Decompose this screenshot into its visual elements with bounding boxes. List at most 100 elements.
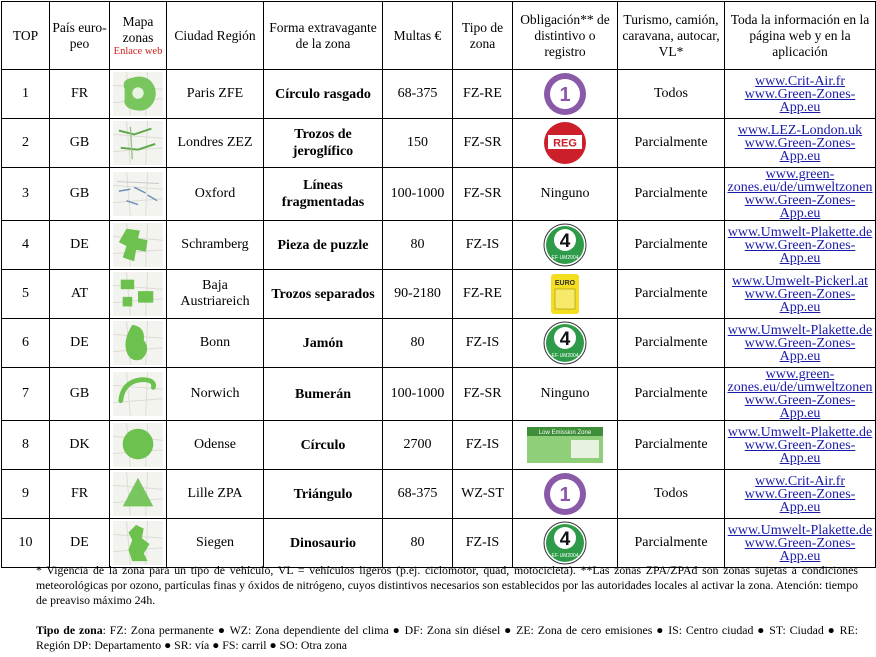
- zone-map-thumbnail[interactable]: [111, 423, 166, 467]
- map-cell[interactable]: [109, 518, 167, 568]
- zone-type-legend: Tipo de zona: FZ: Zona permanente ● WZ: …: [36, 623, 858, 653]
- badge-none: Ninguno: [540, 386, 590, 401]
- info-link-app[interactable]: www.Green-Zones-App.eu: [744, 437, 856, 466]
- info-cell: www.green-zones.eu/de/umweltzonen www.Gre…: [724, 367, 876, 421]
- info-link-app[interactable]: www.Green-Zones-App.eu: [744, 286, 856, 315]
- vehicles: Parcialmente: [617, 420, 725, 470]
- zone-map-thumbnail[interactable]: [111, 321, 166, 365]
- plakette-badge-icon: 4 EF·UM2004: [514, 321, 617, 365]
- zone-type: FZ-SR: [452, 167, 513, 221]
- info-link-app[interactable]: www.Green-Zones-App.eu: [744, 393, 856, 421]
- zone-map-thumbnail[interactable]: [111, 72, 166, 116]
- map-cell[interactable]: [109, 220, 167, 270]
- critair-badge-icon: 1: [514, 472, 617, 516]
- badge-cell: 4 EF·UM2004: [512, 220, 618, 270]
- zone-map-thumbnail[interactable]: [111, 172, 166, 216]
- critair-number: 1: [559, 484, 570, 506]
- vehicles: Parcialmente: [617, 269, 725, 319]
- fines: 100-1000: [382, 367, 453, 421]
- map-cell[interactable]: [109, 318, 167, 368]
- plakette-number: 4: [560, 329, 571, 350]
- table-row: 3 GB Oxford Líneas fragmentadas 100-1000 FZ-S…: [1, 167, 876, 221]
- zone-map-thumbnail[interactable]: [111, 521, 166, 565]
- badge-cell: 4 EF·UM2004: [512, 318, 618, 368]
- country: DK: [49, 420, 110, 470]
- info-link-app[interactable]: www.Green-Zones-App.eu: [744, 135, 856, 164]
- map-cell[interactable]: [109, 167, 167, 221]
- info-link-primary[interactable]: www.Umwelt-Plakette.de: [727, 224, 873, 240]
- city: Paris ZFE: [166, 69, 264, 119]
- dk-badge-icon: Low Emission Zone: [514, 423, 617, 467]
- city: Siegen: [166, 518, 264, 568]
- vehicles: Parcialmente: [617, 167, 725, 221]
- zone-map-thumbnail[interactable]: [111, 121, 166, 165]
- zone-map-thumbnail[interactable]: [111, 472, 166, 516]
- info-link-primary[interactable]: www.green-zones.eu/de/umweltzonen: [727, 167, 873, 195]
- header-info: Toda la información en la página web y e…: [724, 1, 876, 70]
- header-map-link[interactable]: Enlace web: [113, 45, 163, 57]
- info-cell: www.Umwelt-Plakette.de www.Green-Zones-Ap…: [724, 220, 876, 270]
- country: FR: [49, 469, 110, 519]
- info-cell: www.Umwelt-Plakette.de www.Green-Zones-Ap…: [724, 518, 876, 568]
- zone-map-thumbnail[interactable]: [111, 272, 166, 316]
- map-cell[interactable]: [109, 420, 167, 470]
- info-link-app[interactable]: www.Green-Zones-App.eu: [744, 237, 856, 266]
- plakette-number: 4: [560, 529, 571, 550]
- header-fines: Multas €: [382, 1, 453, 70]
- vehicles: Parcialmente: [617, 518, 725, 568]
- info-link-app[interactable]: www.Green-Zones-App.eu: [744, 193, 856, 221]
- fines: 80: [382, 318, 453, 368]
- legend-text: : FZ: Zona permanente ● WZ: Zona dependi…: [36, 623, 858, 652]
- info-link-primary[interactable]: www.Umwelt-Plakette.de: [727, 522, 873, 538]
- map-cell[interactable]: [109, 469, 167, 519]
- info-link-primary[interactable]: www.Umwelt-Plakette.de: [727, 424, 873, 440]
- vehicles: Parcialmente: [617, 220, 725, 270]
- plakette-badge-icon: 4 EF·UM2004: [514, 521, 617, 565]
- zone-type: FZ-IS: [452, 420, 513, 470]
- map-cell[interactable]: [109, 69, 167, 119]
- badge-cell: 1: [512, 469, 618, 519]
- info-link-primary[interactable]: www.Crit-Air.fr: [754, 73, 846, 89]
- header-map-label: Mapa zonas: [122, 13, 154, 45]
- info-link-primary[interactable]: www.Umwelt-Plakette.de: [727, 322, 873, 338]
- info-link-app[interactable]: www.Green-Zones-App.eu: [744, 335, 856, 364]
- table-row: 1 FR Paris ZFE Círculo rasgado 68-375 FZ-RE 1 T…: [1, 69, 876, 119]
- info-link-primary[interactable]: www.LEZ-London.uk: [737, 122, 863, 138]
- info-link-primary[interactable]: www.Umwelt-Pickerl.at: [732, 273, 868, 289]
- header-country: País euro-peo: [49, 1, 110, 70]
- badge-cell: 1: [512, 69, 618, 119]
- city: Odense: [166, 420, 264, 470]
- info-link-primary[interactable]: www.Crit-Air.fr: [754, 473, 846, 489]
- map-cell[interactable]: [109, 118, 167, 168]
- rank: 9: [1, 469, 50, 519]
- info-link-primary[interactable]: www.green-zones.eu/de/umweltzonen: [727, 367, 873, 395]
- header-top: TOP: [1, 1, 50, 70]
- info-link-app[interactable]: www.Green-Zones-App.eu: [744, 86, 856, 115]
- city: Norwich: [166, 367, 264, 421]
- city: Oxford: [166, 167, 264, 221]
- shape: Círculo: [263, 420, 383, 470]
- plakette-bottom-text: EF·UM2004: [552, 353, 579, 359]
- zone-map-thumbnail[interactable]: [111, 372, 166, 416]
- zone-type: FZ-RE: [452, 269, 513, 319]
- zone-type: FZ-SR: [452, 118, 513, 168]
- map-cell[interactable]: [109, 367, 167, 421]
- vehicles: Parcialmente: [617, 367, 725, 421]
- info-link-app[interactable]: www.Green-Zones-App.eu: [744, 535, 856, 564]
- info-cell: www.LEZ-London.uk www.Green-Zones-App.eu: [724, 118, 876, 168]
- fines: 80: [382, 220, 453, 270]
- city: Schramberg: [166, 220, 264, 270]
- header-zone-type: Tipo de zona: [452, 1, 513, 70]
- map-cell[interactable]: [109, 269, 167, 319]
- zone-map-thumbnail[interactable]: [111, 223, 166, 267]
- vehicles: Todos: [617, 469, 725, 519]
- header-badge: Obligación** de distintivo o registro: [512, 1, 618, 70]
- shape: Bumerán: [263, 367, 383, 421]
- footnote: * Vigencia de la zona para un tipo de ve…: [36, 563, 858, 607]
- plakette-badge-icon: 4 EF·UM2004: [514, 223, 617, 267]
- table-row: 7 GB Norwich Bumerán 100-1000 FZ-SR Ninguno Par…: [1, 367, 876, 421]
- info-link-app[interactable]: www.Green-Zones-App.eu: [744, 486, 856, 515]
- city: Londres ZEZ: [166, 118, 264, 168]
- fines: 68-375: [382, 69, 453, 119]
- shape: Trozos separados: [263, 269, 383, 319]
